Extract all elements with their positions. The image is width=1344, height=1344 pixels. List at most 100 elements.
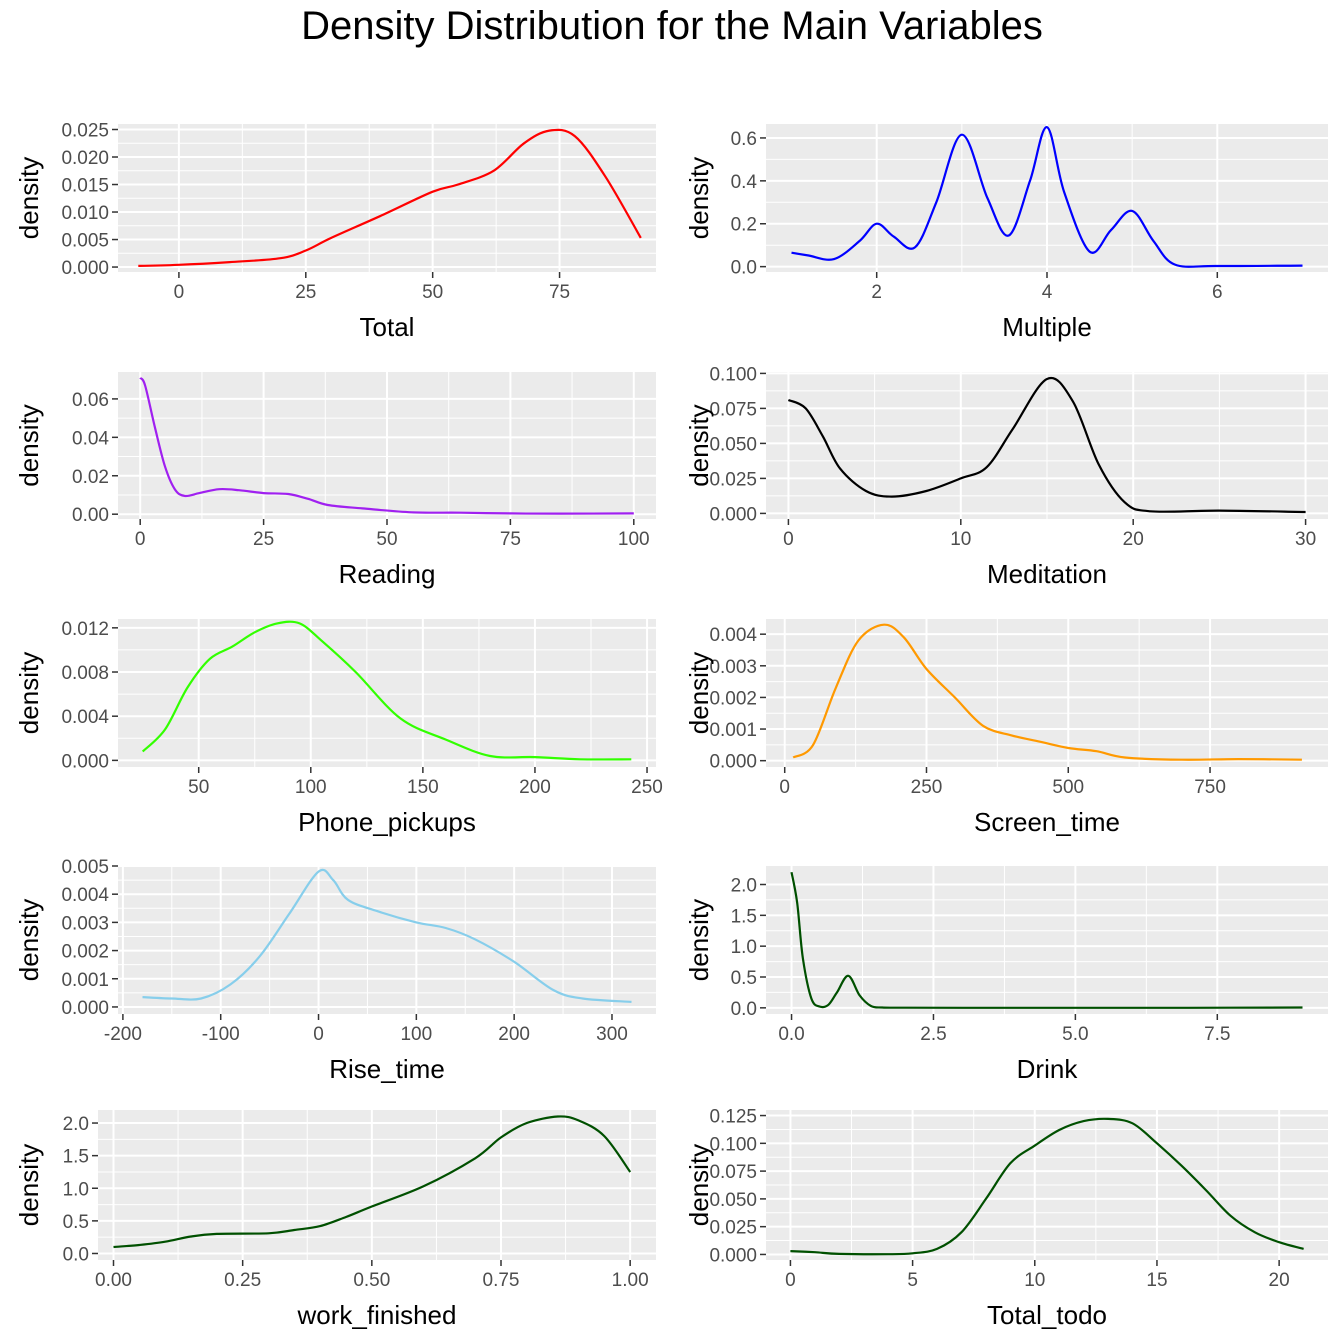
x-tick-label: 50	[422, 282, 443, 303]
y-tick-label: 1.0	[63, 1179, 89, 1200]
y-tick-label: 0.008	[61, 663, 109, 684]
y-tick-label: 0.100	[709, 364, 757, 385]
density-panel-screen_time: 0 250 500 750 0.000 0.001 0.002 0.003 0.004 Scree…	[684, 619, 1328, 837]
x-tick-label: 25	[295, 282, 316, 303]
y-tick-label: 0.000	[61, 258, 109, 279]
density-panel-meditation: 0 10 20 30 0.000 0.025 0.050 0.075 0.100 Meditati…	[684, 364, 1328, 589]
y-tick-label: 0.0	[731, 999, 757, 1020]
x-tick-label: 20	[1123, 529, 1144, 550]
x-tick-label: 10	[950, 529, 971, 550]
x-tick-label: 750	[1194, 777, 1226, 798]
y-axis-title: density	[14, 899, 44, 981]
y-tick-label: 0.4	[731, 172, 758, 193]
x-tick-label: -100	[202, 1024, 240, 1045]
x-tick-label: 500	[1052, 777, 1084, 798]
x-axis-title: Phone_pickups	[298, 807, 476, 837]
y-tick-label: 0.0	[63, 1244, 89, 1265]
density-panel-drink: 0.0 2.5 5.0 7.5 0.0 0.5 1.0 1.5 2.0 Drink density	[684, 866, 1328, 1084]
density-panel-multiple: 2 4 6 0.0 0.2 0.4 0.6 Multiple density	[684, 124, 1328, 342]
x-tick-label: 250	[631, 777, 663, 798]
y-axis-title: density	[684, 157, 714, 239]
x-tick-label: 4	[1042, 282, 1053, 303]
density-line	[113, 1115, 632, 1249]
density-panel-work_finished: 0.00 0.25 0.50 0.75 1.00 0.0 0.5 1.0 1.5 2.0 work_…	[14, 1110, 656, 1330]
y-tick-label: 0.000	[709, 1245, 757, 1266]
density-line	[138, 128, 642, 267]
x-tick-label: 200	[519, 777, 551, 798]
x-tick-label: 0.0	[778, 1024, 804, 1045]
y-tick-label: 0.000	[709, 504, 757, 525]
y-tick-label: 0.5	[731, 968, 757, 989]
x-tick-label: 100	[295, 777, 327, 798]
y-tick-label: 0.025	[709, 1218, 757, 1239]
y-axis-title: density	[684, 652, 714, 734]
x-axis-title: Total_todo	[987, 1300, 1107, 1330]
y-tick-label: 0.002	[61, 942, 109, 963]
x-tick-label: 20	[1269, 1270, 1290, 1291]
y-tick-label: 0.000	[61, 751, 109, 772]
y-tick-label: 0.002	[709, 688, 757, 709]
y-tick-label: 0.050	[709, 434, 757, 455]
y-axis-title: density	[14, 404, 44, 486]
x-tick-label: 0	[785, 1270, 796, 1291]
y-tick-label: 0.003	[709, 657, 757, 678]
panel-background	[98, 1110, 656, 1260]
y-tick-label: 0.6	[731, 129, 757, 150]
y-tick-label: 0.06	[72, 390, 109, 411]
x-tick-label: 50	[188, 777, 209, 798]
y-tick-label: 0.005	[61, 857, 109, 878]
y-tick-label: 0.000	[61, 998, 109, 1019]
y-tick-label: 0.100	[709, 1134, 757, 1155]
x-tick-label: 100	[400, 1024, 432, 1045]
density-line	[141, 620, 632, 761]
page-title: Density Distribution for the Main Variab…	[301, 4, 1043, 48]
x-tick-label: 150	[407, 777, 439, 798]
density-panel-total_todo: 0 5 10 15 20 0.000 0.025 0.050 0.075 0.100 0.125 To…	[684, 1107, 1328, 1330]
y-tick-label: 1.5	[63, 1147, 89, 1168]
x-tick-label: 10	[1024, 1270, 1045, 1291]
x-axis-title: Drink	[1017, 1054, 1079, 1084]
y-tick-label: 0.025	[709, 469, 757, 490]
x-tick-label: 7.5	[1204, 1024, 1230, 1045]
x-tick-label: 0.75	[483, 1270, 520, 1291]
x-tick-label: 5.0	[1062, 1024, 1088, 1045]
x-tick-label: 6	[1212, 282, 1223, 303]
y-tick-label: 0.005	[61, 231, 109, 252]
density-line	[787, 376, 1306, 514]
x-tick-label: 25	[253, 529, 274, 550]
y-tick-label: 0.004	[61, 707, 109, 728]
y-tick-label: 0.020	[61, 148, 109, 169]
y-tick-label: 0.00	[72, 505, 109, 526]
x-tick-label: 75	[549, 282, 570, 303]
y-axis-title: density	[684, 404, 714, 486]
density-panel-reading: 0 25 50 75 100 0.00 0.02 0.04 0.06 Reading density	[14, 372, 656, 589]
y-tick-label: 0.025	[61, 121, 109, 142]
density-line	[790, 871, 1303, 1009]
panel-background	[766, 866, 1328, 1014]
x-tick-label: 0	[779, 777, 790, 798]
x-axis-title: Meditation	[987, 559, 1107, 589]
x-tick-label: 75	[500, 529, 521, 550]
x-tick-label: 300	[596, 1024, 628, 1045]
y-tick-label: 0.075	[709, 399, 757, 420]
y-tick-label: 0.050	[709, 1190, 757, 1211]
y-tick-label: 0.04	[72, 428, 109, 449]
x-tick-label: -200	[104, 1024, 142, 1045]
x-axis-title: Total	[360, 312, 415, 342]
density-panel-phone_pickups: 50 100 150 200 250 0.000 0.004 0.008 0.012 Phone_…	[14, 619, 663, 837]
y-tick-label: 2.0	[63, 1114, 89, 1135]
y-tick-label: 0.001	[709, 720, 757, 741]
x-tick-label: 0.25	[224, 1270, 261, 1291]
y-tick-label: 0.010	[61, 203, 109, 224]
y-tick-label: 0.075	[709, 1162, 757, 1183]
x-axis-title: Rise_time	[329, 1054, 445, 1084]
x-tick-label: 0	[135, 529, 146, 550]
x-axis-title: Screen_time	[974, 807, 1120, 837]
panel-background	[118, 619, 656, 767]
x-tick-label: 0	[313, 1024, 324, 1045]
y-tick-label: 1.0	[731, 937, 757, 958]
x-tick-label: 5	[907, 1270, 918, 1291]
y-tick-label: 0.02	[72, 467, 109, 488]
y-tick-label: 2.0	[731, 876, 757, 897]
